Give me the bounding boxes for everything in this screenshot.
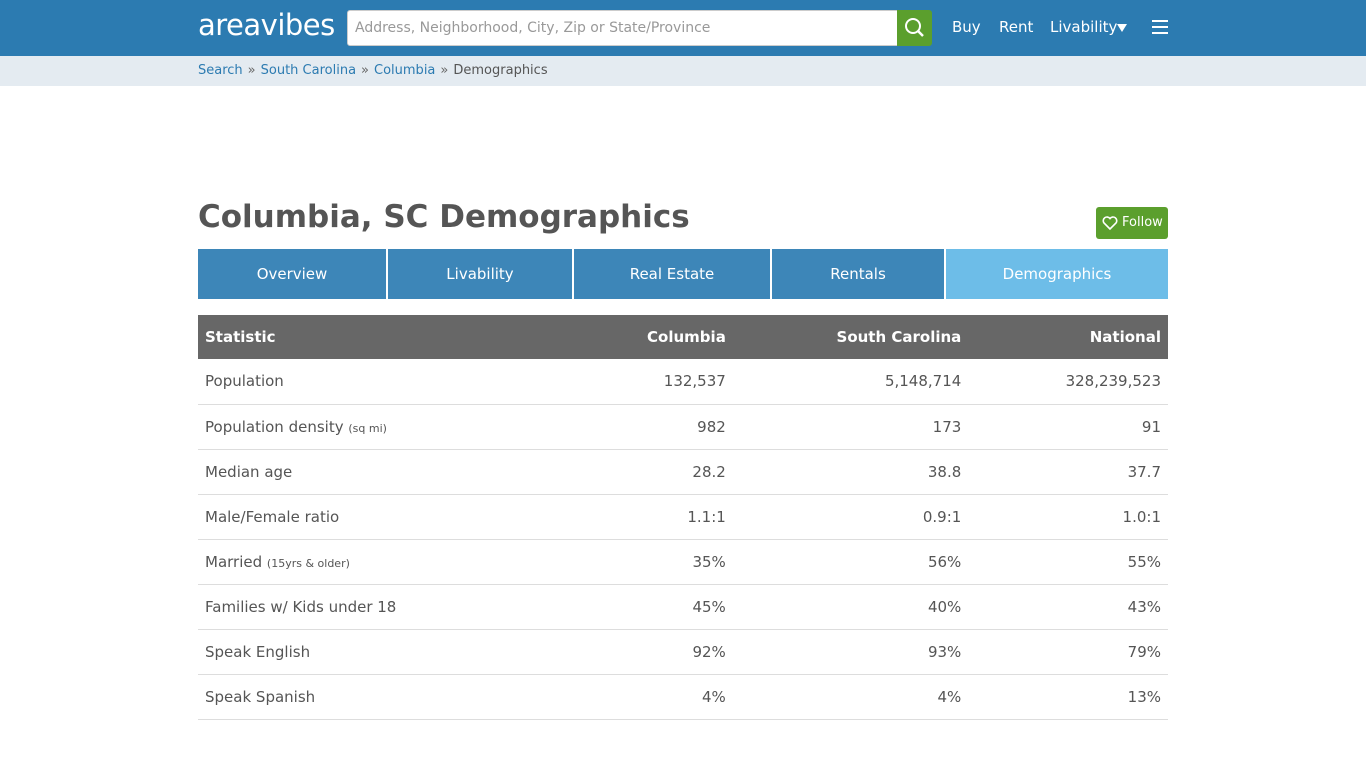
cell: 91 — [968, 404, 1168, 450]
nav-link[interactable]: Livability — [1050, 18, 1118, 36]
cell: 0.9:1 — [732, 494, 969, 540]
search-icon — [905, 18, 924, 37]
nav-link[interactable]: Rent — [999, 18, 1034, 36]
row-label: Speak English — [205, 642, 311, 661]
cell: 37.7 — [968, 449, 1168, 495]
cell: 328,239,523 — [968, 359, 1168, 405]
row-label-cell: Speak Spanish — [198, 674, 565, 720]
nav-link[interactable]: Buy — [952, 18, 981, 36]
cell: 55% — [968, 539, 1168, 585]
logo[interactable]: areavibes — [198, 8, 335, 42]
cell: 79% — [968, 629, 1168, 675]
cell: 56% — [732, 539, 969, 585]
row-note: (sq mi) — [348, 421, 387, 435]
row-label-cell: Male/Female ratio — [198, 494, 565, 540]
row-label-cell: Speak English — [198, 629, 565, 675]
table-row: Population 132,537 5,148,714 328,239,523 — [198, 359, 1168, 405]
cell: 43% — [968, 584, 1168, 630]
search-button[interactable] — [897, 10, 932, 46]
tab[interactable]: Livability — [388, 249, 572, 299]
column-header: South Carolina — [732, 315, 969, 359]
column-header: Columbia — [564, 315, 733, 359]
row-label: Families w/ Kids under 18 — [205, 597, 397, 616]
cell: 28.2 — [564, 449, 733, 495]
column-header: National — [968, 315, 1168, 359]
cell: 132,537 — [564, 359, 733, 405]
row-label: Speak Spanish — [205, 687, 316, 706]
breadcrumb: Search » South Carolina » Columbia » Demograph… — [0, 56, 1366, 86]
heart-icon — [1102, 216, 1118, 231]
cell: 92% — [564, 629, 733, 675]
row-label: Population — [205, 372, 284, 391]
cell: 13% — [968, 674, 1168, 720]
row-label-cell: Population — [198, 359, 565, 405]
breadcrumb-item: Demographics — [453, 63, 548, 78]
row-label: Population density — [205, 417, 344, 436]
cell: 4% — [564, 674, 733, 720]
table-row: Population density (sq mi) 982 173 91 — [198, 404, 1168, 450]
header-row: Statistic Columbia South Carolina National — [198, 315, 1168, 359]
cell: 40% — [732, 584, 969, 630]
cell: 173 — [732, 404, 969, 450]
row-label-cell: Families w/ Kids under 18 — [198, 584, 565, 630]
tab[interactable]: Overview — [198, 249, 386, 299]
cell: 45% — [564, 584, 733, 630]
cell: 93% — [732, 629, 969, 675]
table-body: Population 132,537 5,148,714 328,239,523 Pop… — [198, 359, 1168, 720]
breadcrumb-item[interactable]: South Carolina — [260, 63, 357, 78]
breadcrumb-item[interactable]: Search — [198, 63, 243, 78]
row-label-cell: Population density (sq mi) — [198, 404, 565, 450]
breadcrumb-separator: » — [247, 63, 256, 78]
cell: 982 — [564, 404, 733, 450]
tab[interactable]: Rentals — [772, 249, 944, 299]
row-label: Median age — [205, 462, 293, 481]
search-input[interactable]: Address, Neighborhood, City, Zip or Stat… — [347, 10, 898, 46]
tab[interactable]: Demographics — [946, 249, 1168, 299]
menu-icon[interactable] — [1152, 19, 1168, 35]
breadcrumb-separator: » — [361, 63, 370, 78]
table-row: Families w/ Kids under 18 45% 40% 43% — [198, 584, 1168, 630]
cell: 1.0:1 — [968, 494, 1168, 540]
table-row: Speak Spanish 4% 4% 13% — [198, 674, 1168, 720]
table-row: Male/Female ratio 1.1:1 0.9:1 1.0:1 — [198, 494, 1168, 540]
page-title: Columbia, SC Demographics — [198, 199, 690, 235]
table-row: Median age 28.2 38.8 37.7 — [198, 449, 1168, 495]
cell: 35% — [564, 539, 733, 585]
demographics-table: Statistic Columbia South Carolina National … — [198, 315, 1168, 720]
tab[interactable]: Real Estate — [574, 249, 770, 299]
header: areavibes Address, Neighborhood, City, Z… — [0, 0, 1366, 56]
table-head: Statistic Columbia South Carolina National — [198, 315, 1168, 359]
cell: 5,148,714 — [732, 359, 969, 405]
breadcrumb-item[interactable]: Columbia — [374, 63, 436, 78]
row-note: (15yrs & older) — [266, 556, 350, 570]
table-row: Speak English 92% 93% 79% — [198, 629, 1168, 675]
follow-button[interactable]: Follow — [1096, 207, 1168, 239]
breadcrumb-separator: » — [440, 63, 449, 78]
row-label: Married — [205, 552, 263, 571]
cell: 4% — [732, 674, 969, 720]
follow-label: Follow — [1122, 215, 1163, 230]
column-header: Statistic — [198, 315, 565, 359]
row-label-cell: Median age — [198, 449, 565, 495]
cell: 38.8 — [732, 449, 969, 495]
row-label: Male/Female ratio — [205, 507, 340, 526]
dropdown-arrow — [1117, 24, 1127, 32]
cell: 1.1:1 — [564, 494, 733, 540]
row-label-cell: Married (15yrs & older) — [198, 539, 565, 585]
table-row: Married (15yrs & older) 35% 56% 55% — [198, 539, 1168, 585]
